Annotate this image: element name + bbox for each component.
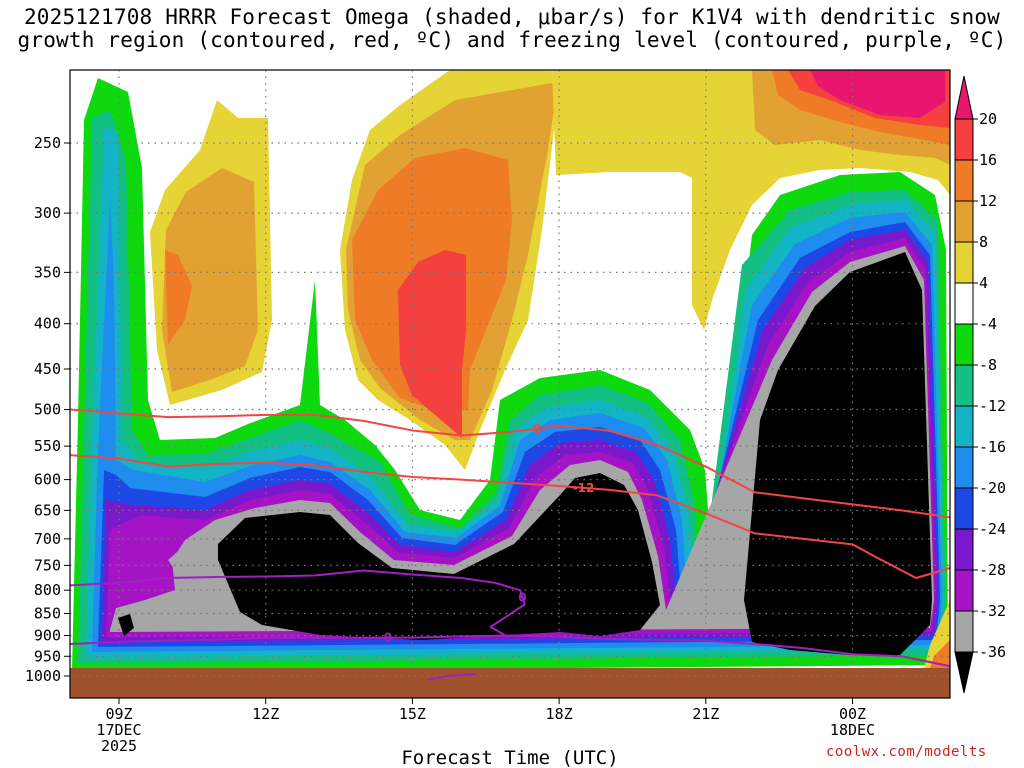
contour-label: -12 bbox=[573, 481, 595, 495]
y-tick-label: 700 bbox=[34, 530, 61, 548]
colorbar-label: -28 bbox=[979, 561, 1006, 579]
contour-label: 0 bbox=[518, 590, 526, 604]
y-tick-label: 300 bbox=[34, 204, 61, 222]
colorbar-segment bbox=[954, 200, 974, 243]
contour-line bbox=[70, 569, 526, 637]
y-tick-label: 900 bbox=[34, 626, 61, 644]
omega-band-p20-east bbox=[810, 70, 945, 118]
contour-label: 0 bbox=[384, 631, 392, 645]
colorbar-segment bbox=[954, 282, 974, 325]
colorbar-label: -8 bbox=[979, 356, 997, 374]
plot-frame bbox=[69, 69, 951, 699]
y-tick-label: 950 bbox=[34, 647, 61, 665]
colorbar-label: -36 bbox=[979, 643, 1006, 661]
colorbar-label: 8 bbox=[979, 233, 988, 251]
colorbar-top-arrow bbox=[954, 75, 974, 120]
y-tick-label: 1000 bbox=[25, 667, 61, 685]
colorbar-segment bbox=[954, 405, 974, 448]
x-tick-label: 18DEC bbox=[830, 721, 875, 739]
x-tick-label: 15Z bbox=[399, 705, 426, 723]
contour-line bbox=[426, 673, 477, 681]
x-axis-label: Forecast Time (UTC) bbox=[401, 747, 618, 768]
colorbar-label: 12 bbox=[979, 192, 997, 210]
colorbar-segment bbox=[954, 528, 974, 571]
omega-band-m36-east bbox=[744, 252, 932, 655]
colorbar-label: -32 bbox=[979, 602, 1006, 620]
temperature-contours: -8 -12 0 0 bbox=[70, 408, 950, 681]
y-tick-label: 800 bbox=[34, 581, 61, 599]
y-tick-label: 850 bbox=[34, 605, 61, 623]
omega-band-m36 bbox=[218, 473, 660, 640]
colorbar-label: -24 bbox=[979, 520, 1006, 538]
colorbar-segment bbox=[954, 364, 974, 407]
x-tick-label: 00Z bbox=[839, 705, 866, 723]
colorbar-segment bbox=[954, 487, 974, 530]
omega-band-p8-west bbox=[162, 168, 258, 392]
colorbar-segment bbox=[954, 323, 974, 366]
omega-band-p12-west bbox=[165, 250, 192, 345]
ground-below-surface bbox=[70, 668, 950, 698]
omega-colorbar: 20 16 12 8 4 -4 -8 -12 -16 -20 -24 -28 -32 -36 bbox=[954, 75, 1006, 694]
y-tick-label: 650 bbox=[34, 501, 61, 519]
colorbar-label: -12 bbox=[979, 397, 1006, 415]
x-tick-label: 2025 bbox=[101, 737, 137, 755]
y-tick-label: 500 bbox=[34, 401, 61, 419]
x-tick-label: 12Z bbox=[252, 705, 279, 723]
chart-title-line1: 2025121708 HRRR Forecast Omega (shaded, … bbox=[23, 5, 1001, 29]
colorbar-label: -4 bbox=[979, 315, 997, 333]
y-tick-label: 350 bbox=[34, 263, 61, 281]
colorbar-label: 4 bbox=[979, 274, 988, 292]
contour-line bbox=[70, 408, 950, 519]
site-watermark: coolwx.com/modelts bbox=[826, 744, 987, 760]
contour-label: -8 bbox=[528, 422, 541, 436]
omega-band-m32-pocket bbox=[168, 545, 200, 570]
pressure-axis: 250 300 350 400 450 500 550 600 650 700 750 800 850 9… bbox=[25, 134, 70, 685]
y-tick-label: 250 bbox=[34, 134, 61, 152]
chart-title: 2025121708 HRRR Forecast Omega (shaded, … bbox=[0, 6, 1024, 52]
colorbar-label: 20 bbox=[979, 110, 997, 128]
x-tick-label: 17DEC bbox=[96, 721, 141, 739]
colorbar-segment bbox=[954, 241, 974, 284]
colorbar-segment bbox=[954, 159, 974, 202]
omega-shaded-field bbox=[72, 70, 950, 672]
y-tick-label: 600 bbox=[34, 471, 61, 489]
y-tick-label: 400 bbox=[34, 315, 61, 333]
omega-band-p12-corner bbox=[930, 640, 950, 668]
contour-line bbox=[70, 454, 950, 579]
y-tick-label: 550 bbox=[34, 437, 61, 455]
colorbar-segment bbox=[954, 569, 974, 612]
grid-lines bbox=[70, 70, 950, 677]
colorbar-segment bbox=[954, 446, 974, 489]
colorbar-label: 16 bbox=[979, 151, 997, 169]
y-tick-label: 450 bbox=[34, 360, 61, 378]
ground-surface bbox=[70, 668, 950, 698]
x-tick-label: 18Z bbox=[546, 705, 573, 723]
x-tick-label: 21Z bbox=[692, 705, 719, 723]
omega-band-m36-small bbox=[118, 614, 134, 636]
colorbar-label: -16 bbox=[979, 438, 1006, 456]
x-tick-label: 09Z bbox=[105, 705, 132, 723]
colorbar-label: -20 bbox=[979, 479, 1006, 497]
chart-title-line2: growth region (contoured, red, ºC) and f… bbox=[17, 28, 1007, 52]
omega-band-p16-center bbox=[398, 250, 466, 438]
colorbar-bottom-arrow bbox=[954, 651, 974, 694]
y-tick-label: 750 bbox=[34, 556, 61, 574]
colorbar-segment bbox=[954, 610, 974, 653]
contour-line bbox=[70, 634, 950, 668]
colorbar-segment bbox=[954, 118, 974, 161]
